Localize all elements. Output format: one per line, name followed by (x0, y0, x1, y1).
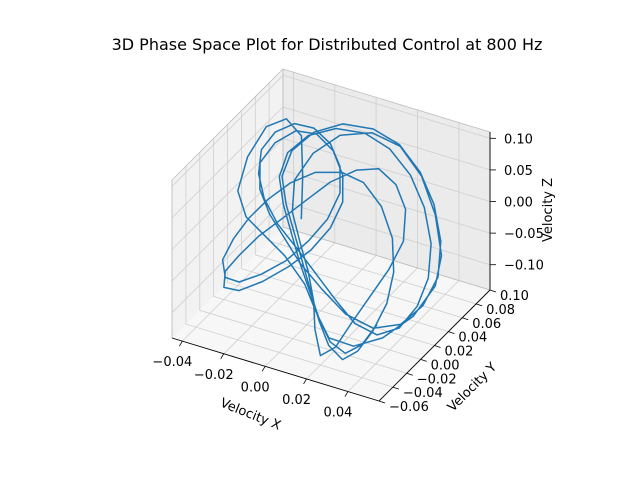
trajectory-line-0 (221, 118, 443, 361)
x-tick-label: −0.04 (152, 355, 192, 370)
x-tick-mark (179, 340, 183, 347)
y-tick-label: −0.04 (403, 386, 443, 401)
x-tick-label: 0.04 (323, 406, 352, 421)
x-tick-mark (344, 391, 349, 397)
axis-panes (172, 69, 490, 401)
y-gridline (185, 166, 394, 388)
z-tick-label: 0.10 (504, 132, 533, 147)
y-tick-mark (475, 303, 483, 307)
tick-labels: −0.04−0.020.000.020.04 −0.06−0.04−0.020.0… (152, 132, 543, 420)
z-tick-label: −0.10 (504, 259, 544, 274)
z-axis-label: Velocity Z (541, 178, 556, 242)
z-tick-label: 0.00 (504, 196, 533, 211)
y-tick-label: 0.08 (486, 303, 515, 318)
chart-title: 3D Phase Space Plot for Distributed Cont… (112, 35, 543, 54)
y-tick-label: 0.02 (445, 345, 474, 360)
x-tick-label: 0.00 (241, 380, 270, 395)
y-tick-label: −0.02 (417, 372, 457, 387)
x-tick-label: −0.02 (194, 368, 234, 383)
y-gridline (213, 138, 421, 360)
y-tick-mark (378, 400, 386, 404)
x-tick-mark (220, 353, 225, 359)
y-tick-mark (392, 386, 400, 390)
y-tick-label: −0.06 (389, 400, 429, 415)
y-gridline (254, 96, 463, 319)
pane-edge (171, 68, 284, 181)
y-tick-mark (420, 358, 427, 362)
x-tick-label: 0.02 (282, 393, 311, 408)
y-tick-label: 0.04 (458, 331, 487, 346)
series-layer (221, 118, 443, 361)
y-tick-mark (462, 317, 469, 321)
axis-lines (171, 68, 491, 402)
y-tick-mark (406, 372, 413, 376)
x-tick-mark (261, 366, 266, 372)
y-tick-mark (434, 345, 441, 348)
x-tick-mark (303, 378, 307, 385)
pane-edge (282, 226, 491, 291)
y-gridline (199, 152, 407, 374)
y-tick-label: 0.00 (431, 358, 460, 373)
z-tick-label: −0.05 (504, 227, 544, 242)
y-tick-mark (448, 331, 455, 335)
z-tick-label: 0.05 (504, 164, 533, 179)
x-axis-label: Velocity X (218, 396, 283, 434)
y-gridline (240, 110, 449, 332)
y-tick-mark (489, 289, 497, 293)
x-axis-line (171, 337, 380, 402)
y-tick-label: 0.10 (500, 289, 529, 304)
y-tick-label: 0.06 (472, 317, 501, 332)
pane-edge (282, 68, 491, 133)
